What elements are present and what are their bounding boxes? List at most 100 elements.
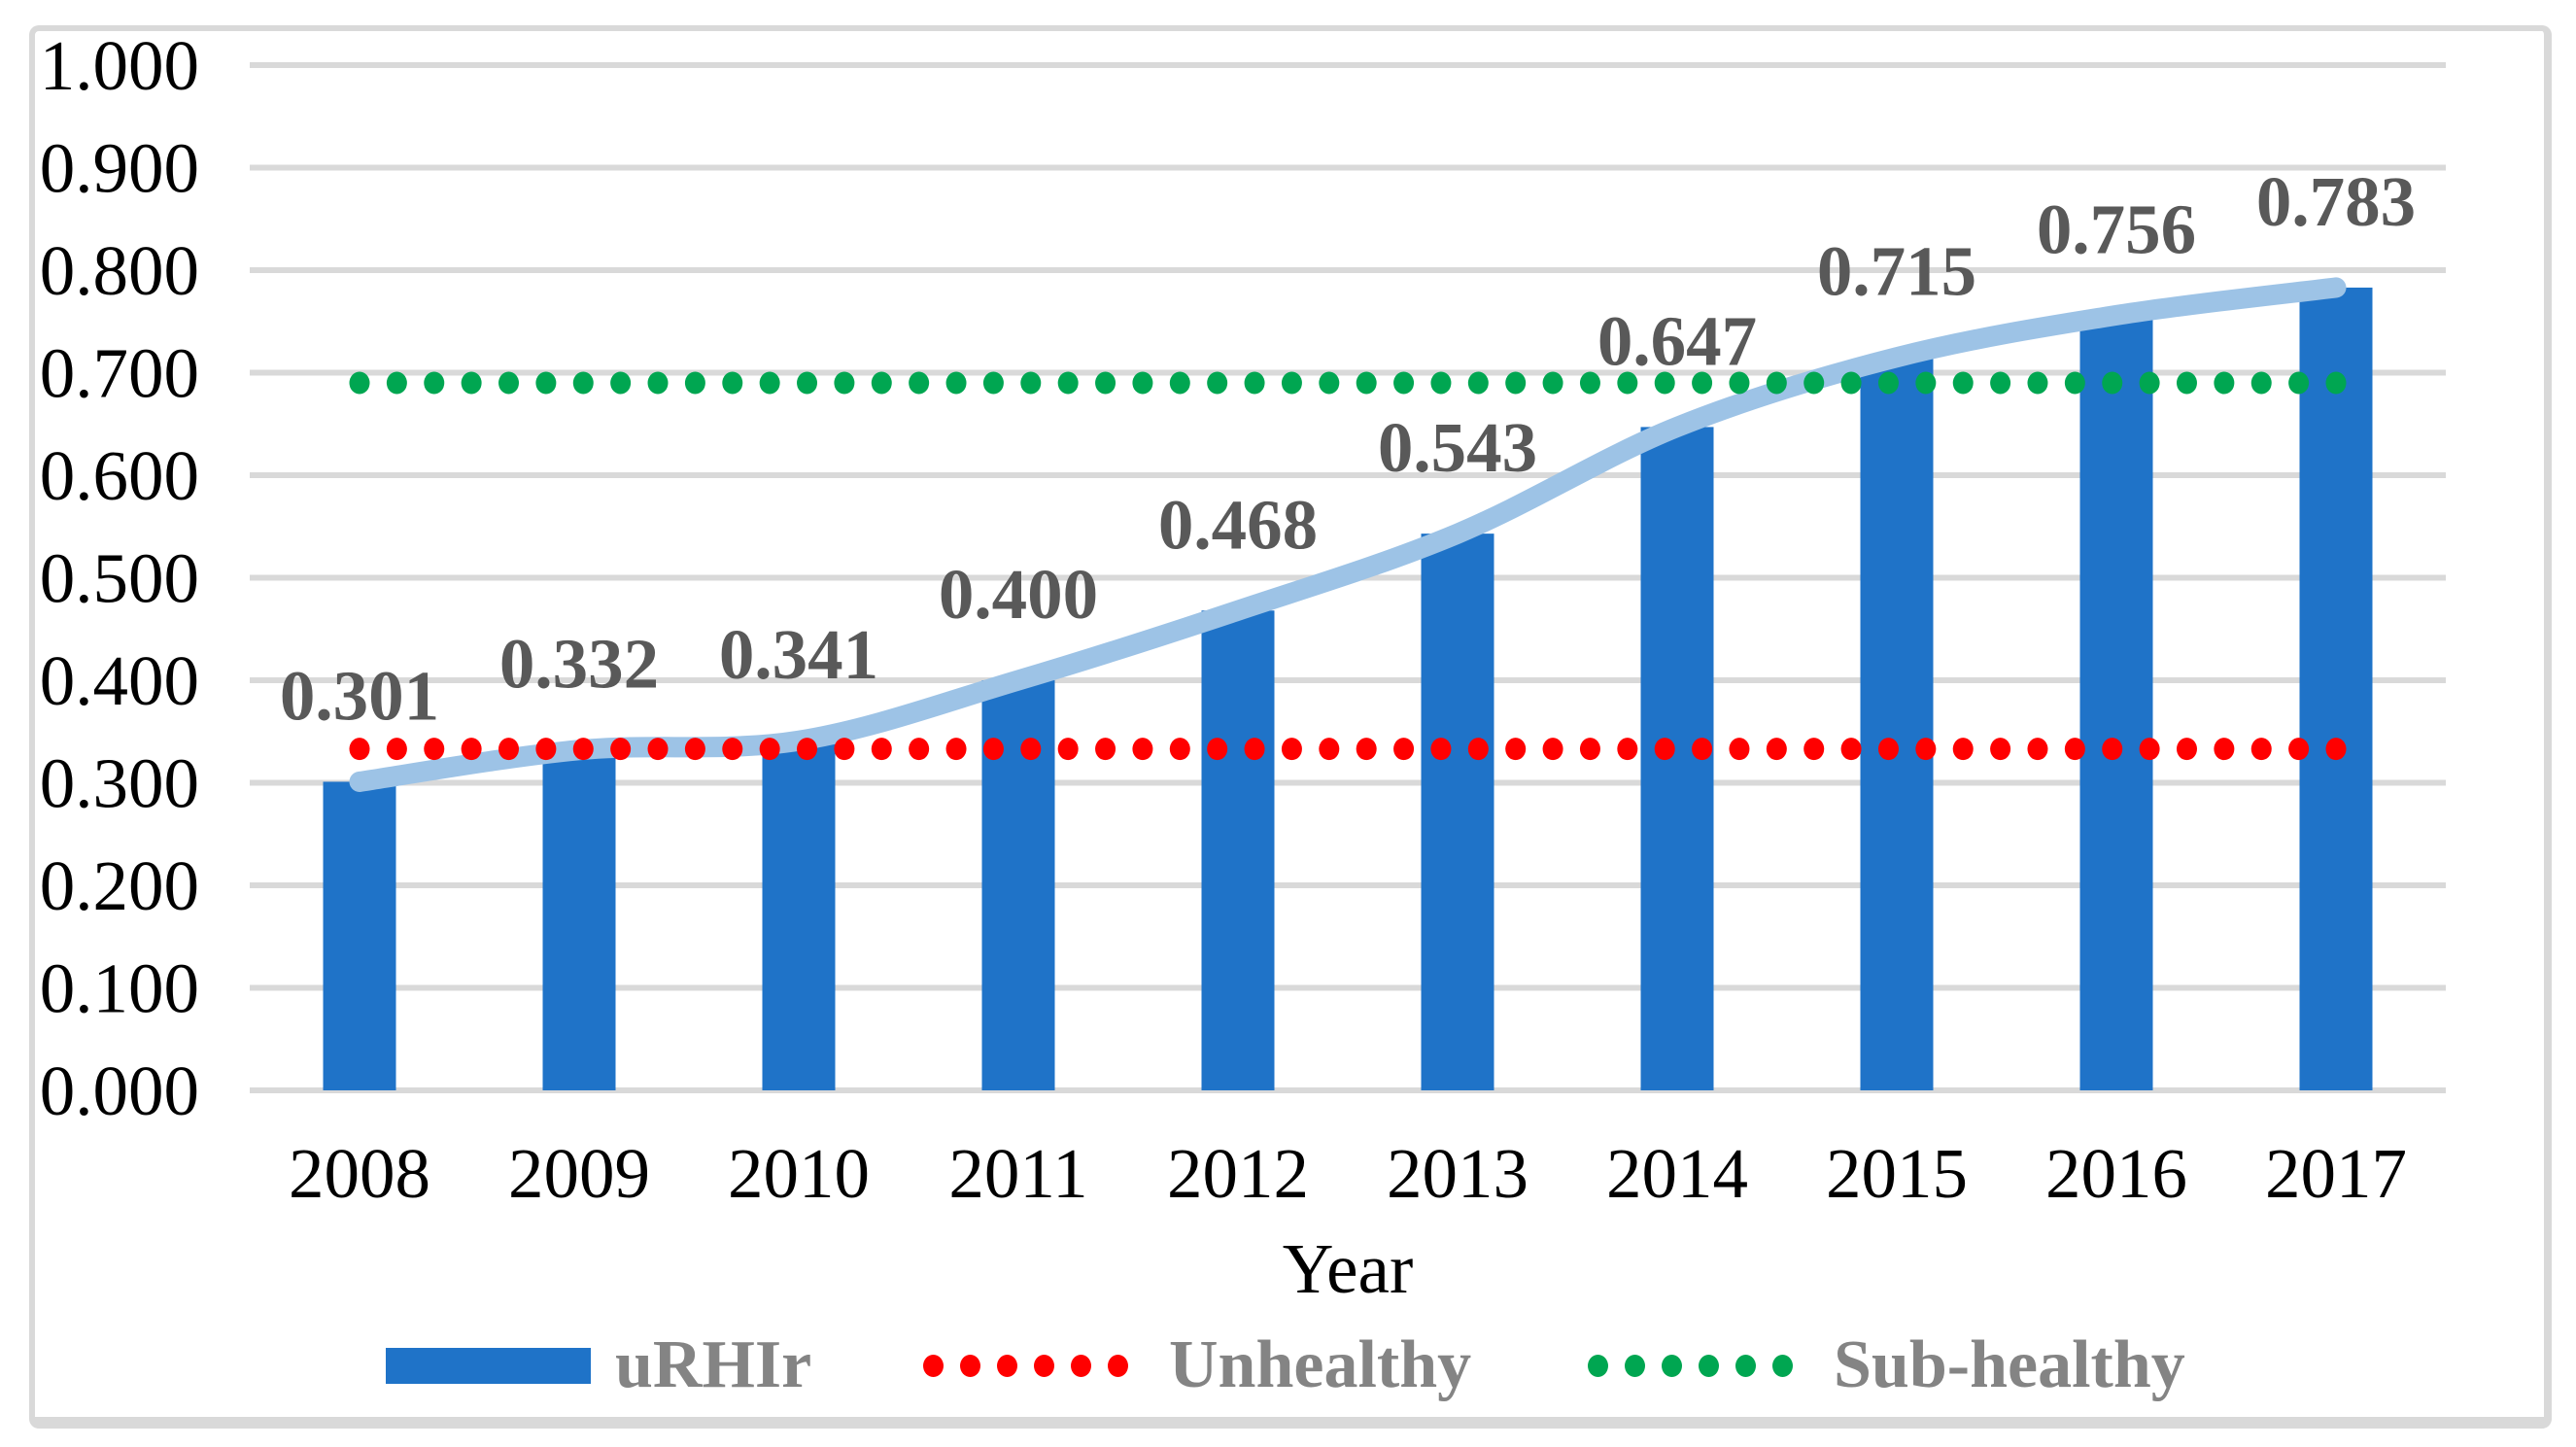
unhealthy-threshold-dot	[2250, 738, 2272, 761]
legend-swatch-bar	[386, 1347, 591, 1384]
sub-healthy-threshold-dot	[2250, 371, 2272, 395]
unhealthy-threshold-dot	[1729, 738, 1750, 761]
unhealthy-threshold-dot	[2064, 738, 2085, 761]
unhealthy-threshold-dot	[1542, 738, 1563, 761]
x-tick-label-2015: 2015	[1826, 1134, 1968, 1213]
sub-healthy-threshold-dot	[2176, 371, 2197, 395]
sub-healthy-threshold-dot	[1467, 371, 1489, 395]
y-tick-label: 0.300	[40, 744, 199, 823]
sub-healthy-threshold-dot	[1915, 371, 1937, 395]
unhealthy-threshold-dot	[722, 738, 743, 761]
unhealthy-threshold-dot	[1356, 738, 1377, 761]
sub-healthy-threshold-dot	[572, 371, 594, 395]
sub-healthy-threshold-dot	[1617, 371, 1638, 395]
unhealthy-threshold-dot	[1020, 738, 1042, 761]
unhealthy-threshold-dot	[2214, 738, 2235, 761]
sub-healthy-threshold-dot	[1952, 371, 1974, 395]
bar-2017	[2299, 287, 2373, 1090]
legend-dot	[997, 1354, 1017, 1377]
legend-item-unhealthy: Unhealthy	[923, 1329, 1471, 1401]
data-label-2017: 0.783	[2256, 162, 2416, 241]
x-tick-label-2009: 2009	[508, 1134, 650, 1213]
y-tick-label: 0.900	[40, 129, 199, 208]
unhealthy-threshold-dot	[982, 738, 1004, 761]
x-tick-label-2008: 2008	[289, 1134, 430, 1213]
legend-item-sub-healthy: Sub-healthy	[1588, 1329, 2185, 1401]
bar-2013	[1421, 534, 1494, 1090]
sub-healthy-threshold-dot	[759, 371, 780, 395]
y-tick-label: 0.700	[40, 334, 199, 413]
sub-healthy-threshold-dot	[1319, 371, 1340, 395]
legend-label: Sub-healthy	[1834, 1327, 2185, 1402]
sub-healthy-threshold-dot	[684, 371, 705, 395]
legend-dot	[1772, 1354, 1793, 1377]
unhealthy-threshold-dot	[1393, 738, 1415, 761]
data-label-2011: 0.400	[939, 555, 1098, 634]
legend-dot	[1699, 1354, 1719, 1377]
x-tick-label-2011: 2011	[948, 1134, 1087, 1213]
trend-line	[349, 277, 2347, 792]
sub-healthy-threshold-dot	[2102, 371, 2123, 395]
sub-healthy-threshold-dot	[386, 371, 407, 395]
unhealthy-threshold-dot	[1057, 738, 1079, 761]
legend-dot	[1108, 1354, 1128, 1377]
unhealthy-threshold-dot	[1952, 738, 1974, 761]
unhealthy-threshold-dot	[1132, 738, 1153, 761]
sub-healthy-threshold-dot	[610, 371, 632, 395]
unhealthy-threshold-dot	[572, 738, 594, 761]
legend-dot	[1588, 1354, 1608, 1377]
unhealthy-threshold-dot	[1169, 738, 1190, 761]
unhealthy-threshold-dot	[1207, 738, 1228, 761]
data-label-2008: 0.301	[280, 656, 439, 735]
legend-dot	[1625, 1354, 1645, 1377]
sub-healthy-threshold-dot	[461, 371, 482, 395]
unhealthy-threshold-dot	[834, 738, 855, 761]
unhealthy-threshold-dot	[2176, 738, 2197, 761]
unhealthy-threshold-dot	[2102, 738, 2123, 761]
sub-healthy-threshold-dot	[1803, 371, 1825, 395]
unhealthy-threshold-dot	[1244, 738, 1265, 761]
unhealthy-threshold-dot	[1654, 738, 1675, 761]
sub-healthy-threshold-dot	[1281, 371, 1302, 395]
sub-healthy-threshold-dot	[2139, 371, 2160, 395]
sub-healthy-threshold-dot	[1244, 371, 1265, 395]
sub-healthy-threshold-dot	[1692, 371, 1713, 395]
legend-swatch-red-dots	[923, 1354, 1145, 1377]
y-tick-label: 0.800	[40, 231, 199, 310]
bar-2009	[542, 749, 616, 1090]
unhealthy-threshold-dot	[1281, 738, 1302, 761]
sub-healthy-threshold-dot	[498, 371, 520, 395]
sub-healthy-threshold-dot	[1393, 371, 1415, 395]
sub-healthy-threshold-dot	[1654, 371, 1675, 395]
sub-healthy-threshold-dot	[834, 371, 855, 395]
data-label-2013: 0.543	[1378, 408, 1537, 487]
legend-label: Unhealthy	[1169, 1327, 1472, 1402]
sub-healthy-threshold-dot	[424, 371, 445, 395]
legend-dot	[1662, 1354, 1682, 1377]
unhealthy-threshold-dot	[1579, 738, 1600, 761]
legend-dot	[960, 1354, 980, 1377]
y-tick-label: 0.400	[40, 641, 199, 720]
unhealthy-threshold-dot	[871, 738, 892, 761]
sub-healthy-threshold-dot	[722, 371, 743, 395]
sub-healthy-threshold-dot	[1990, 371, 2011, 395]
unhealthy-threshold-dot	[2139, 738, 2160, 761]
unhealthy-threshold-dot	[1430, 738, 1452, 761]
legend-bar-swatch	[386, 1347, 591, 1384]
x-tick-label-2013: 2013	[1387, 1134, 1528, 1213]
data-label-2016: 0.756	[2037, 189, 2196, 268]
unhealthy-threshold-dot	[909, 738, 930, 761]
sub-healthy-threshold-dot	[2064, 371, 2085, 395]
sub-healthy-threshold-dot	[1542, 371, 1563, 395]
bar-2010	[762, 741, 836, 1090]
x-tick-label-2010: 2010	[728, 1134, 870, 1213]
x-tick-label-2017: 2017	[2265, 1134, 2407, 1213]
sub-healthy-threshold-dot	[2325, 371, 2347, 395]
unhealthy-threshold-dot	[797, 738, 818, 761]
sub-healthy-threshold-dot	[871, 371, 892, 395]
bar-2016	[2079, 315, 2153, 1090]
sub-healthy-threshold-dot	[909, 371, 930, 395]
unhealthy-threshold-dot	[945, 738, 967, 761]
bar-2012	[1201, 610, 1275, 1090]
sub-healthy-threshold-dot	[1057, 371, 1079, 395]
